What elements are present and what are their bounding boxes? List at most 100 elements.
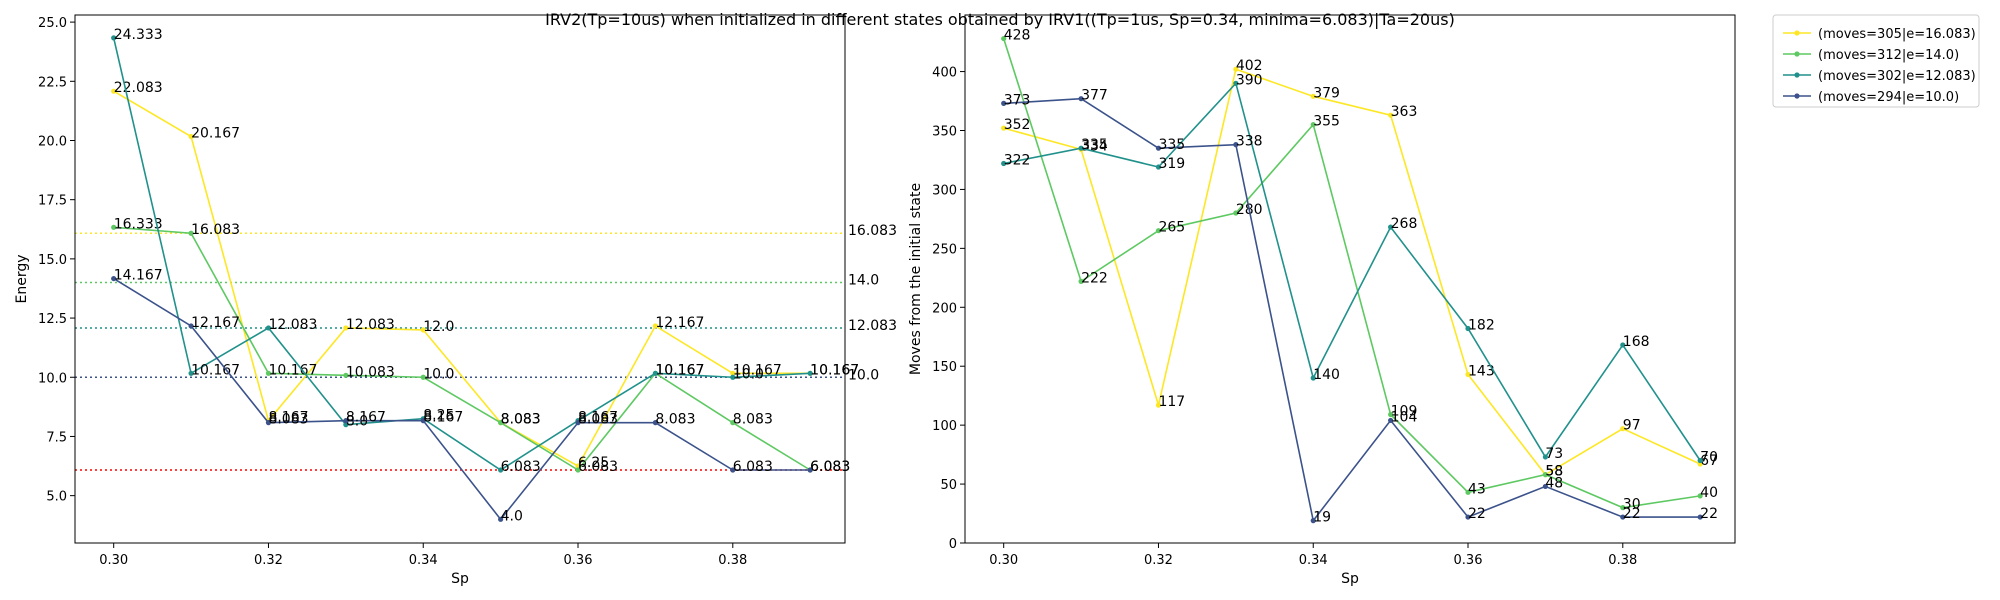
moves-data-point — [1155, 402, 1162, 408]
moves-ytick-label: 150 — [932, 360, 957, 375]
energy-ytick-label: 25.0 — [38, 16, 67, 31]
moves-data-point — [1310, 93, 1316, 99]
energy-data-label: 8.083 — [501, 412, 541, 428]
moves-data-point — [1697, 514, 1703, 520]
energy-data-label: 10.167 — [268, 362, 317, 378]
legend-entry-label: (moves=302|e=12.083) — [1818, 69, 1976, 84]
energy-data-point — [188, 133, 194, 140]
moves-data-point — [1620, 505, 1626, 511]
energy-data-label: 8.083 — [733, 412, 773, 428]
moves-data-label: 265 — [1158, 220, 1185, 236]
energy-data-label: 20.167 — [191, 126, 240, 142]
moves-xlabel: Sp — [1341, 571, 1359, 587]
moves-data-point — [1155, 228, 1162, 234]
energy-ytick-label: 7.5 — [46, 430, 67, 445]
energy-data-label: 8.083 — [578, 412, 618, 428]
moves-data-label: 109 — [1391, 404, 1418, 420]
energy-data-label: 8.25 — [423, 408, 454, 424]
moves-data-label: 104 — [1391, 409, 1418, 425]
energy-data-label: 10.167 — [810, 362, 859, 378]
moves-data-point — [1620, 342, 1626, 348]
moves-data-label: 97 — [1623, 418, 1641, 434]
moves-data-label: 355 — [1313, 114, 1340, 130]
energy-data-label: 10.167 — [655, 362, 704, 378]
moves-data-point — [1233, 80, 1239, 86]
legend-marker — [1794, 51, 1800, 57]
moves-data-point — [1001, 100, 1007, 106]
moves-data-point — [1620, 514, 1626, 520]
energy-reference-label: 12.083 — [848, 318, 897, 334]
energy-xtick-label: 0.34 — [409, 553, 438, 568]
moves-axes-frame — [964, 14, 1736, 544]
moves-data-label: 22 — [1468, 506, 1486, 522]
moves-ytick-label: 100 — [932, 419, 957, 434]
energy-xtick-label: 0.30 — [99, 553, 128, 568]
energy-data-point — [807, 370, 813, 376]
moves-plot: 0.30 0.32 0.34 0.36 0.38 0 50 100 150 200 250 300 35… — [908, 14, 1736, 587]
moves-ytick-label: 200 — [932, 301, 957, 316]
energy-ylabel: Energy — [14, 254, 30, 303]
energy-data-label: 8.0 — [346, 414, 368, 430]
energy-ytick-label: 5.0 — [46, 490, 67, 505]
moves-data-label: 182 — [1468, 318, 1495, 334]
energy-data-point — [498, 467, 504, 473]
energy-data-label: 10.167 — [191, 362, 240, 378]
energy-data-label: 10.0 — [423, 366, 454, 382]
energy-data-label: 8.083 — [655, 412, 695, 428]
moves-series-line — [1003, 68, 1701, 476]
moves-data-point — [1310, 375, 1316, 381]
moves-data-point — [1465, 371, 1471, 378]
moves-data-point — [1388, 411, 1394, 418]
moves-data-point — [1542, 454, 1549, 460]
energy-data-point — [188, 323, 194, 329]
energy-data-point — [343, 372, 349, 378]
energy-data-point — [265, 370, 272, 376]
energy-data-label: 22.083 — [114, 80, 163, 96]
moves-data-point — [1078, 145, 1084, 151]
energy-data-label: 4.0 — [501, 508, 523, 524]
legend-box — [1772, 14, 1980, 108]
moves-data-label: 40 — [1700, 485, 1718, 501]
moves-data-point — [1620, 426, 1626, 432]
moves-data-label: 222 — [1081, 270, 1108, 286]
energy-data-label: 6.083 — [501, 459, 541, 475]
energy-series-line — [113, 277, 811, 521]
moves-data-label: 390 — [1236, 72, 1263, 88]
moves-data-label: 22 — [1623, 506, 1641, 522]
energy-ytick-label: 17.5 — [38, 194, 67, 209]
energy-data-label: 6.083 — [733, 459, 773, 475]
energy-data-point — [265, 325, 272, 331]
moves-data-point — [1697, 493, 1703, 499]
energy-xtick-label: 0.38 — [718, 553, 747, 568]
moves-ylabel: Moves from the initial state — [908, 183, 924, 375]
legend-marker — [1794, 72, 1800, 78]
energy-data-point — [343, 325, 349, 331]
moves-data-point — [1465, 489, 1471, 495]
energy-data-label: 16.083 — [191, 222, 240, 238]
energy-data-point — [575, 467, 581, 473]
moves-data-point — [1388, 417, 1394, 424]
energy-xlabel: Sp — [451, 571, 469, 587]
energy-data-label: 8.167 — [423, 410, 463, 426]
moves-data-label: 22 — [1700, 506, 1718, 522]
moves-ytick-label: 250 — [932, 242, 957, 257]
energy-data-label: 10.083 — [346, 364, 395, 380]
energy-data-point — [188, 370, 194, 376]
moves-ytick-label: 0 — [949, 537, 957, 552]
moves-ytick-label: 400 — [932, 66, 957, 81]
energy-data-point — [111, 224, 117, 230]
moves-data-label: 58 — [1545, 464, 1563, 480]
moves-data-label: 30 — [1623, 497, 1641, 513]
energy-ytick-label: 12.5 — [38, 312, 67, 327]
moves-xtick-label: 0.32 — [1144, 553, 1173, 568]
legend-marker — [1794, 93, 1800, 99]
moves-data-point — [1465, 514, 1471, 520]
energy-xtick-label: 0.36 — [564, 553, 593, 568]
moves-data-label: 268 — [1391, 216, 1418, 232]
moves-data-point — [1001, 125, 1007, 131]
energy-data-label: 12.083 — [346, 317, 395, 333]
energy-data-label: 12.167 — [191, 315, 240, 331]
moves-data-point — [1697, 457, 1703, 464]
energy-data-point — [420, 327, 426, 333]
